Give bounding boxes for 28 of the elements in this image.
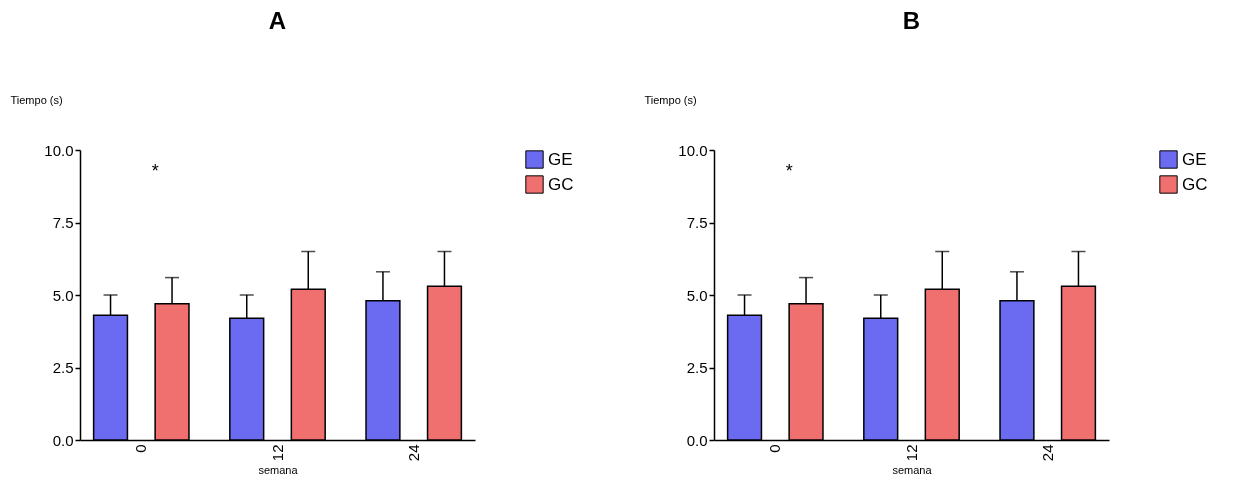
legend-label: GE — [1182, 149, 1207, 169]
y-tick-label: 7.5 — [52, 214, 74, 231]
x-tick-label: 24 — [1038, 444, 1056, 462]
x-tick-label: 24 — [404, 444, 422, 462]
annotation: * — [151, 161, 159, 181]
y-tick-label: 10.0 — [678, 141, 708, 159]
legend-label: GC — [1182, 174, 1208, 194]
legend-label: GE — [548, 149, 573, 169]
y-axis-title: Tiempo (s) — [644, 93, 697, 106]
y-tick-label: 5.0 — [686, 286, 708, 304]
y-tick-label: 0.0 — [686, 431, 708, 449]
x-tick-label: 12 — [268, 444, 286, 462]
y-tick-label: 10.0 — [44, 141, 74, 159]
y-axis-title: Tiempo (s) — [10, 93, 63, 106]
legend-label: GC — [548, 174, 574, 194]
y-tick-label: 0.0 — [52, 431, 74, 449]
y-tick-label: 7.5 — [686, 214, 708, 231]
y-tick-label: 2.5 — [686, 359, 708, 376]
x-axis-title: semana — [892, 464, 933, 477]
annotation: * — [785, 161, 793, 181]
x-tick-label: 0 — [132, 444, 150, 453]
x-axis-title: semana — [258, 464, 299, 477]
chart-title: B — [902, 7, 921, 34]
x-tick-label: 12 — [902, 444, 920, 462]
chart-title: A — [268, 7, 287, 34]
y-tick-label: 5.0 — [52, 286, 74, 304]
x-tick-label: 0 — [766, 444, 784, 453]
y-tick-label: 2.5 — [52, 359, 74, 376]
